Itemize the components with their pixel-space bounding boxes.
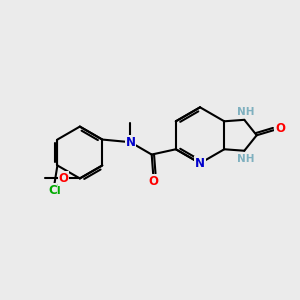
Text: NH: NH: [237, 154, 254, 164]
Text: N: N: [125, 136, 136, 149]
Text: O: O: [58, 172, 69, 185]
Text: Cl: Cl: [48, 184, 61, 197]
Text: O: O: [148, 175, 158, 188]
Text: NH: NH: [237, 106, 254, 117]
Text: N: N: [195, 157, 205, 170]
Text: O: O: [275, 122, 285, 135]
